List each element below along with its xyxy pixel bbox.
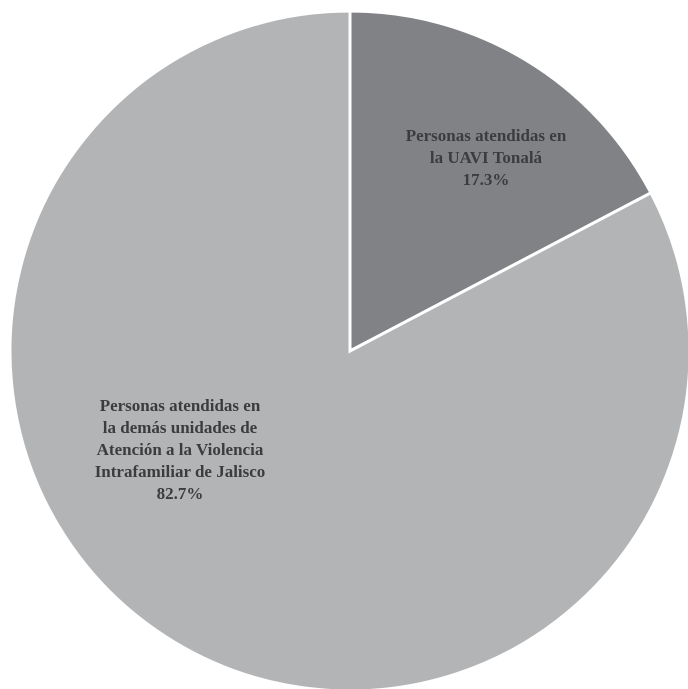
- pie-slice-1-label: Personas atendidas en la UAVI Tonalá 17.3%: [406, 126, 567, 189]
- pie-slice-value-label: 17.3%: [463, 170, 510, 189]
- pie-slices: [8, 9, 688, 689]
- pie-slice-value-label: 82.7%: [157, 484, 204, 503]
- pie-slice-label-line: Atención a la Violencia: [97, 440, 264, 459]
- pie-labels: Personas atendidas en la UAVI Tonalá 17.3%…: [95, 126, 567, 503]
- pie-slice-label-line: Intrafamiliar de Jalisco: [95, 462, 266, 481]
- pie-slice-1: [348, 9, 654, 354]
- pie-slice-2-label: Personas atendidas en la demás unidades d…: [95, 396, 266, 503]
- pie-slice-label-line: la UAVI Tonalá: [430, 148, 543, 167]
- pie-slice-label-line: Personas atendidas en: [406, 126, 567, 145]
- pie-slice-2: [8, 9, 688, 689]
- pie-slice-label-line: la demás unidades de: [103, 418, 258, 437]
- pie-slice-label-line: Personas atendidas en: [100, 396, 261, 415]
